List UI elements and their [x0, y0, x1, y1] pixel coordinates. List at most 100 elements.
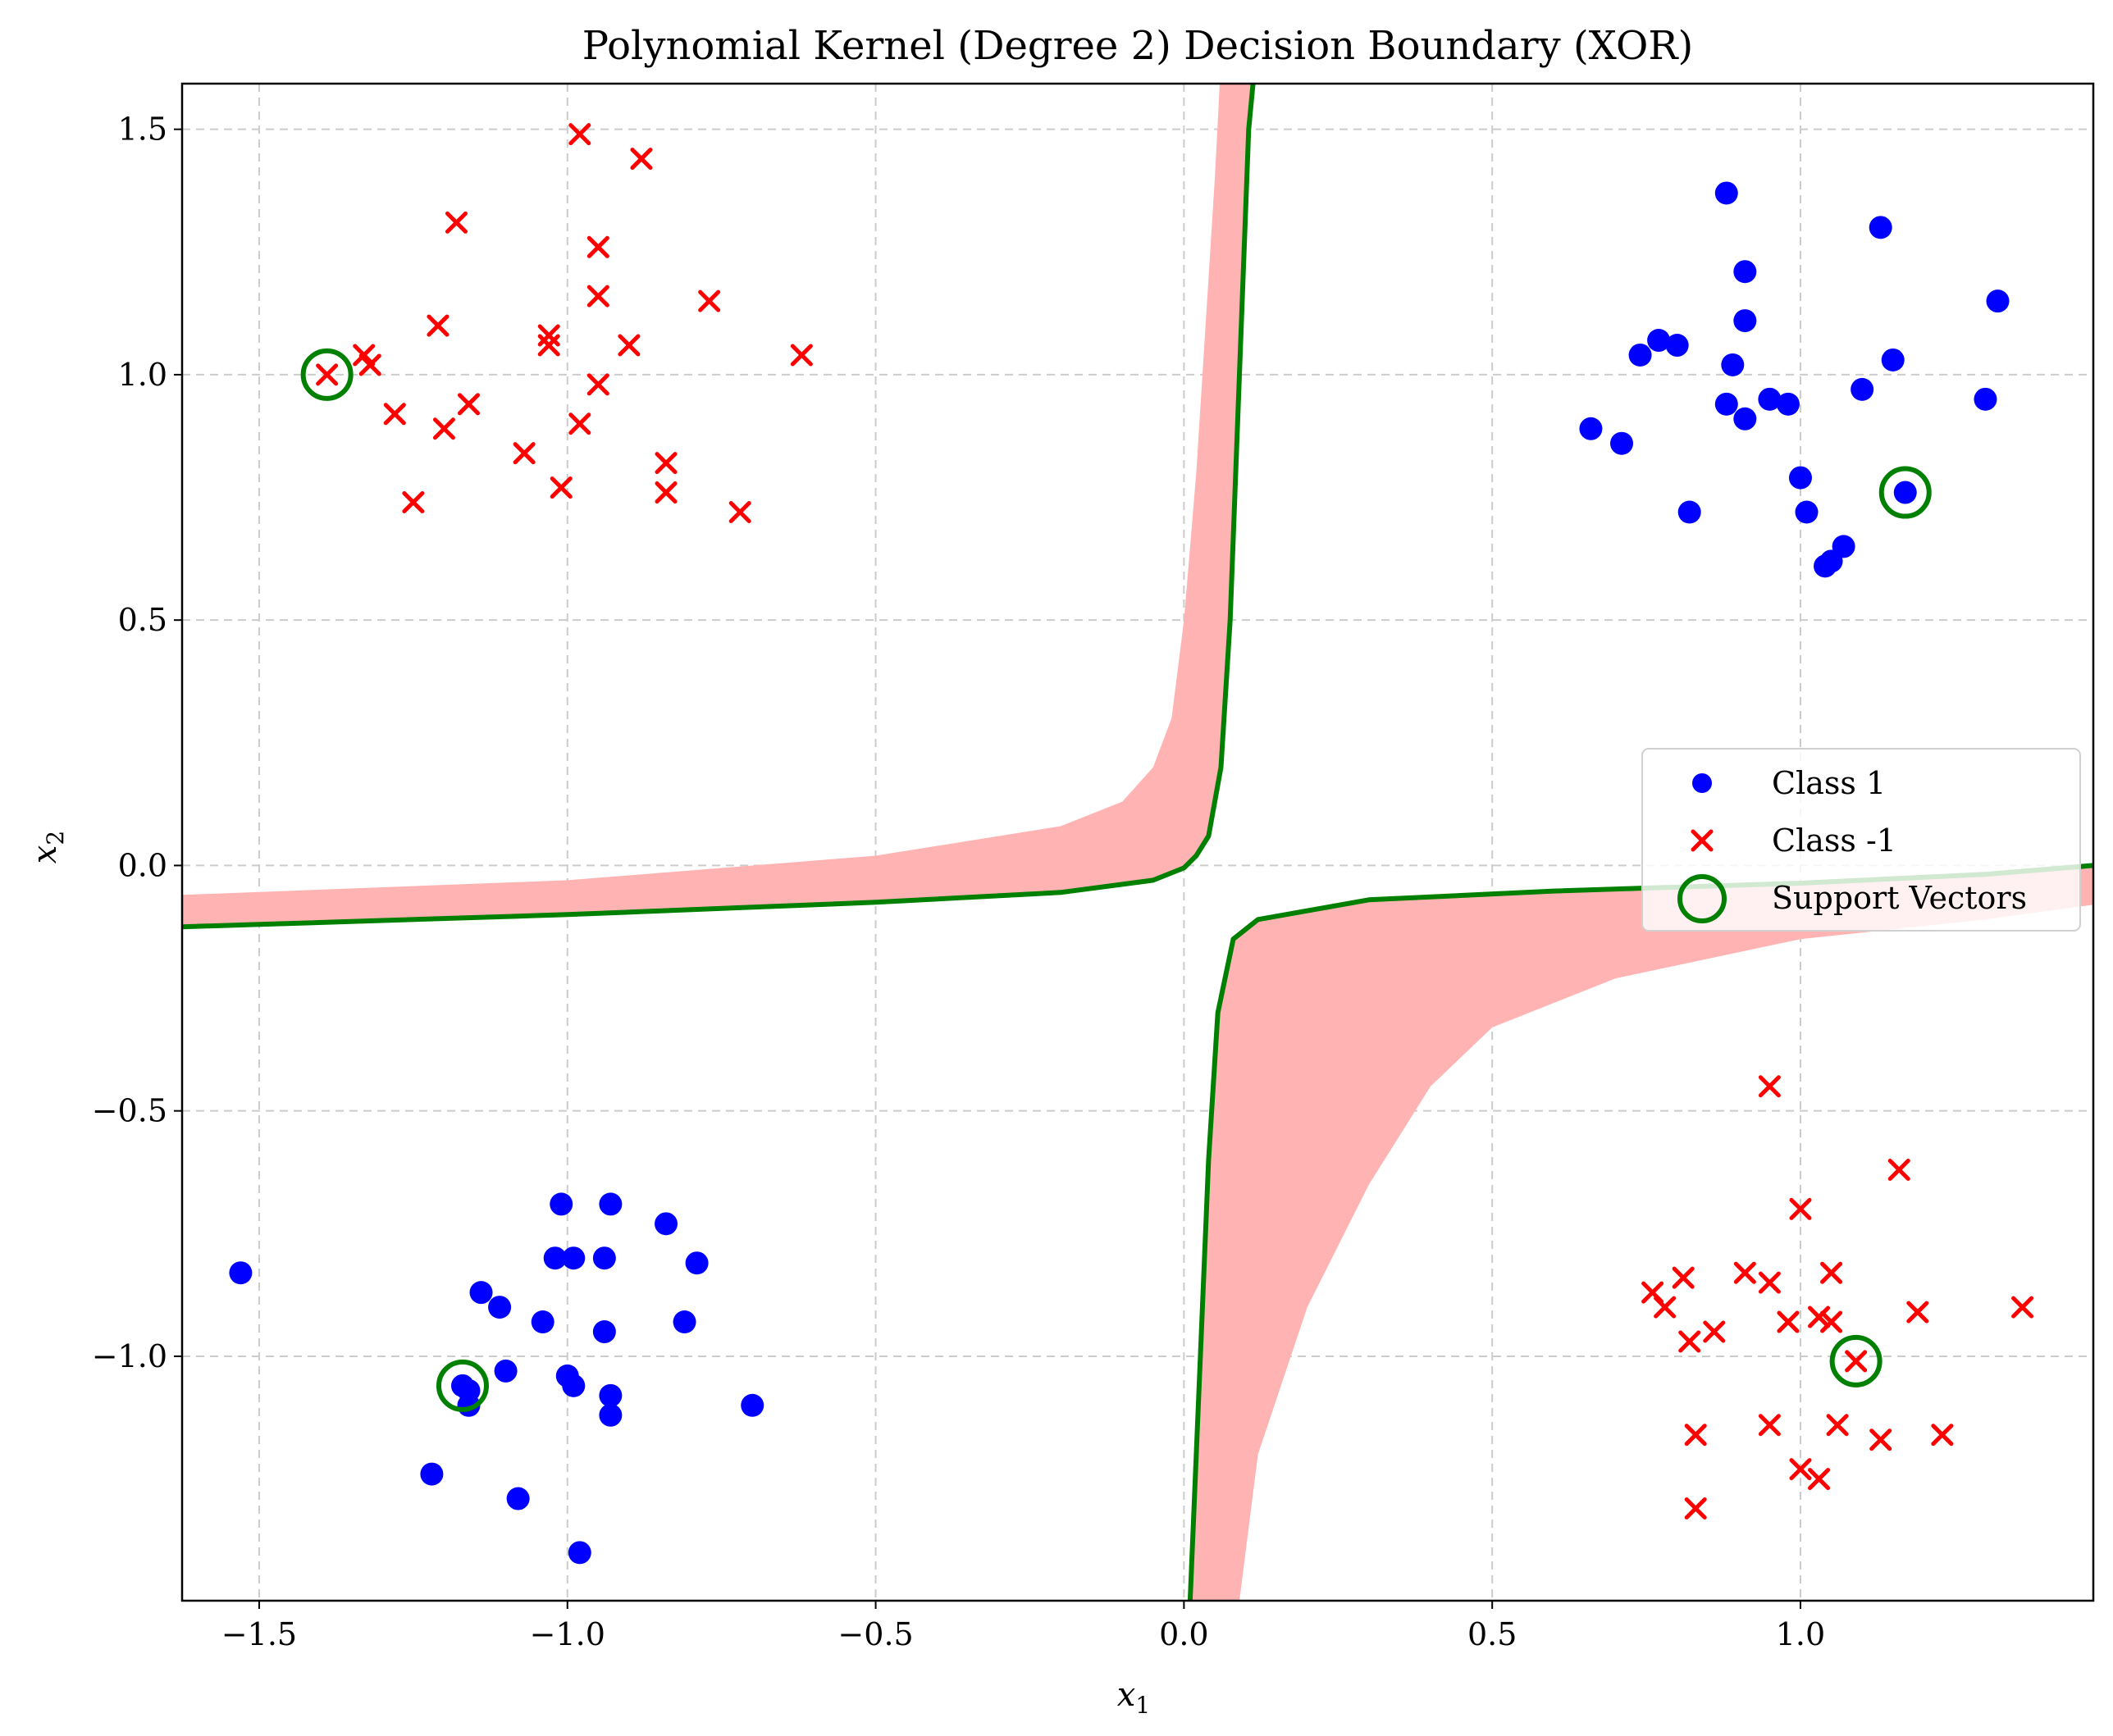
- legend-support-vectors-label: Support Vectors: [1772, 880, 2027, 916]
- class-neg1-point: [1931, 1424, 1954, 1447]
- class-neg1-point: [1820, 1310, 1843, 1333]
- class1-point: [531, 1310, 554, 1334]
- class1-point: [673, 1310, 696, 1334]
- class1-point: [543, 1246, 567, 1270]
- class1-point: [488, 1296, 512, 1319]
- class-neg1-point: [537, 334, 560, 357]
- class-neg1-point: [383, 403, 406, 426]
- x-tick-label: −1.5: [221, 1616, 297, 1652]
- y-axis-label-main: x: [26, 845, 64, 864]
- support-vector-point: [436, 1359, 489, 1412]
- class-neg1-point: [586, 285, 609, 308]
- legend: Class 1 Class -1 Support Vectors: [1641, 748, 2081, 932]
- class1-point: [1733, 260, 1757, 284]
- class-neg1-point: [316, 363, 339, 386]
- class1-point: [1974, 387, 1997, 411]
- class-neg1-point: [728, 501, 751, 524]
- class1-point: [562, 1374, 586, 1397]
- class1-point: [1714, 392, 1738, 416]
- margin-band-lower-right: [1189, 865, 2093, 1601]
- class-neg1-point: [655, 452, 678, 475]
- x-tick-label: 1.0: [1776, 1616, 1825, 1652]
- legend-class-neg1-marker: [1691, 829, 1714, 852]
- x-tick-label: 0.5: [1467, 1616, 1517, 1652]
- class-neg1-point: [1789, 1458, 1812, 1481]
- class-neg1-point: [698, 289, 721, 312]
- y-axis-label-sub: 2: [42, 831, 69, 845]
- class1-point: [1881, 348, 1905, 371]
- class-neg1-point: [402, 491, 425, 514]
- legend-class1-marker: [1692, 773, 1712, 793]
- class1-point: [685, 1251, 709, 1275]
- class-neg1-point: [1820, 1261, 1843, 1284]
- class1-point: [1677, 500, 1701, 524]
- class-neg1-point: [1654, 1296, 1677, 1319]
- class1-point: [1758, 387, 1782, 411]
- class1-point: [1610, 431, 1634, 455]
- data-points-layer: [229, 123, 2034, 1565]
- class1-point: [599, 1192, 623, 1216]
- class1-point: [655, 1212, 678, 1236]
- y-tick-label: 0.5: [118, 602, 167, 638]
- class-neg1-point: [1758, 1075, 1781, 1098]
- class-neg1-point: [1789, 1197, 1812, 1220]
- x-tick-label: −1.0: [530, 1616, 605, 1652]
- class-neg1-point: [655, 481, 678, 504]
- class1-point: [1893, 481, 1917, 504]
- class1-point: [599, 1383, 623, 1407]
- class1-point: [229, 1261, 253, 1285]
- x-axis-label-sub: 1: [1135, 1692, 1150, 1719]
- class-neg1-point: [1703, 1320, 1726, 1343]
- class-neg1-point: [432, 417, 455, 440]
- legend-class1-label: Class 1: [1772, 765, 1886, 801]
- class-neg1-point: [1733, 1261, 1756, 1284]
- decision-boundary-upper-left: [182, 84, 1256, 930]
- class-neg1-point: [1906, 1301, 1929, 1324]
- class1-point: [550, 1192, 573, 1216]
- class1-point: [1986, 289, 2010, 313]
- support-vector-point: [300, 348, 354, 401]
- class-neg1-point: [427, 314, 450, 337]
- class1-point: [1814, 554, 1837, 578]
- class-neg1-point: [568, 412, 591, 435]
- support-vector-point: [1878, 466, 1932, 519]
- class1-point: [1665, 334, 1689, 358]
- class-neg1-point: [445, 211, 468, 234]
- class-neg1-point: [2011, 1296, 2034, 1319]
- class1-point: [741, 1393, 764, 1417]
- class-neg1-point: [1758, 1271, 1781, 1294]
- y-tick-label: −0.5: [92, 1093, 167, 1129]
- class1-point: [1733, 407, 1757, 431]
- x-axis-label-main: x: [1117, 1676, 1136, 1714]
- class1-point: [1851, 377, 1874, 401]
- legend-box: [1641, 748, 2081, 932]
- class1-point: [1869, 216, 1892, 239]
- legend-support-vectors-marker: [1677, 874, 1727, 923]
- class1-point: [494, 1359, 518, 1383]
- class-neg1-point: [1777, 1310, 1800, 1333]
- class1-point: [1714, 181, 1738, 205]
- class-neg1-point: [458, 393, 480, 416]
- class-neg1-point: [1684, 1497, 1707, 1520]
- margin-band-layer: [182, 84, 2093, 1601]
- class-neg1-point: [1672, 1266, 1695, 1289]
- class-neg1-point: [790, 344, 813, 367]
- class1-point: [1733, 309, 1757, 333]
- class1-point: [592, 1246, 616, 1270]
- class-neg1-point: [513, 442, 536, 465]
- class1-point: [599, 1403, 623, 1427]
- class-neg1-point: [1678, 1330, 1701, 1353]
- class1-point: [592, 1320, 616, 1344]
- margin-band-upper-left: [182, 84, 1253, 927]
- class-neg1-point: [1869, 1428, 1892, 1451]
- y-axis-label: x2: [26, 831, 69, 863]
- y-tick-label: 1.5: [118, 112, 167, 148]
- class-neg1-point: [550, 476, 573, 499]
- class1-point: [1776, 392, 1800, 416]
- y-tick-label: −1.0: [92, 1338, 167, 1374]
- plot-frame: [180, 82, 2095, 1602]
- class1-point: [1579, 417, 1603, 440]
- class1-point: [506, 1487, 530, 1510]
- y-tick-label: 1.0: [118, 357, 167, 393]
